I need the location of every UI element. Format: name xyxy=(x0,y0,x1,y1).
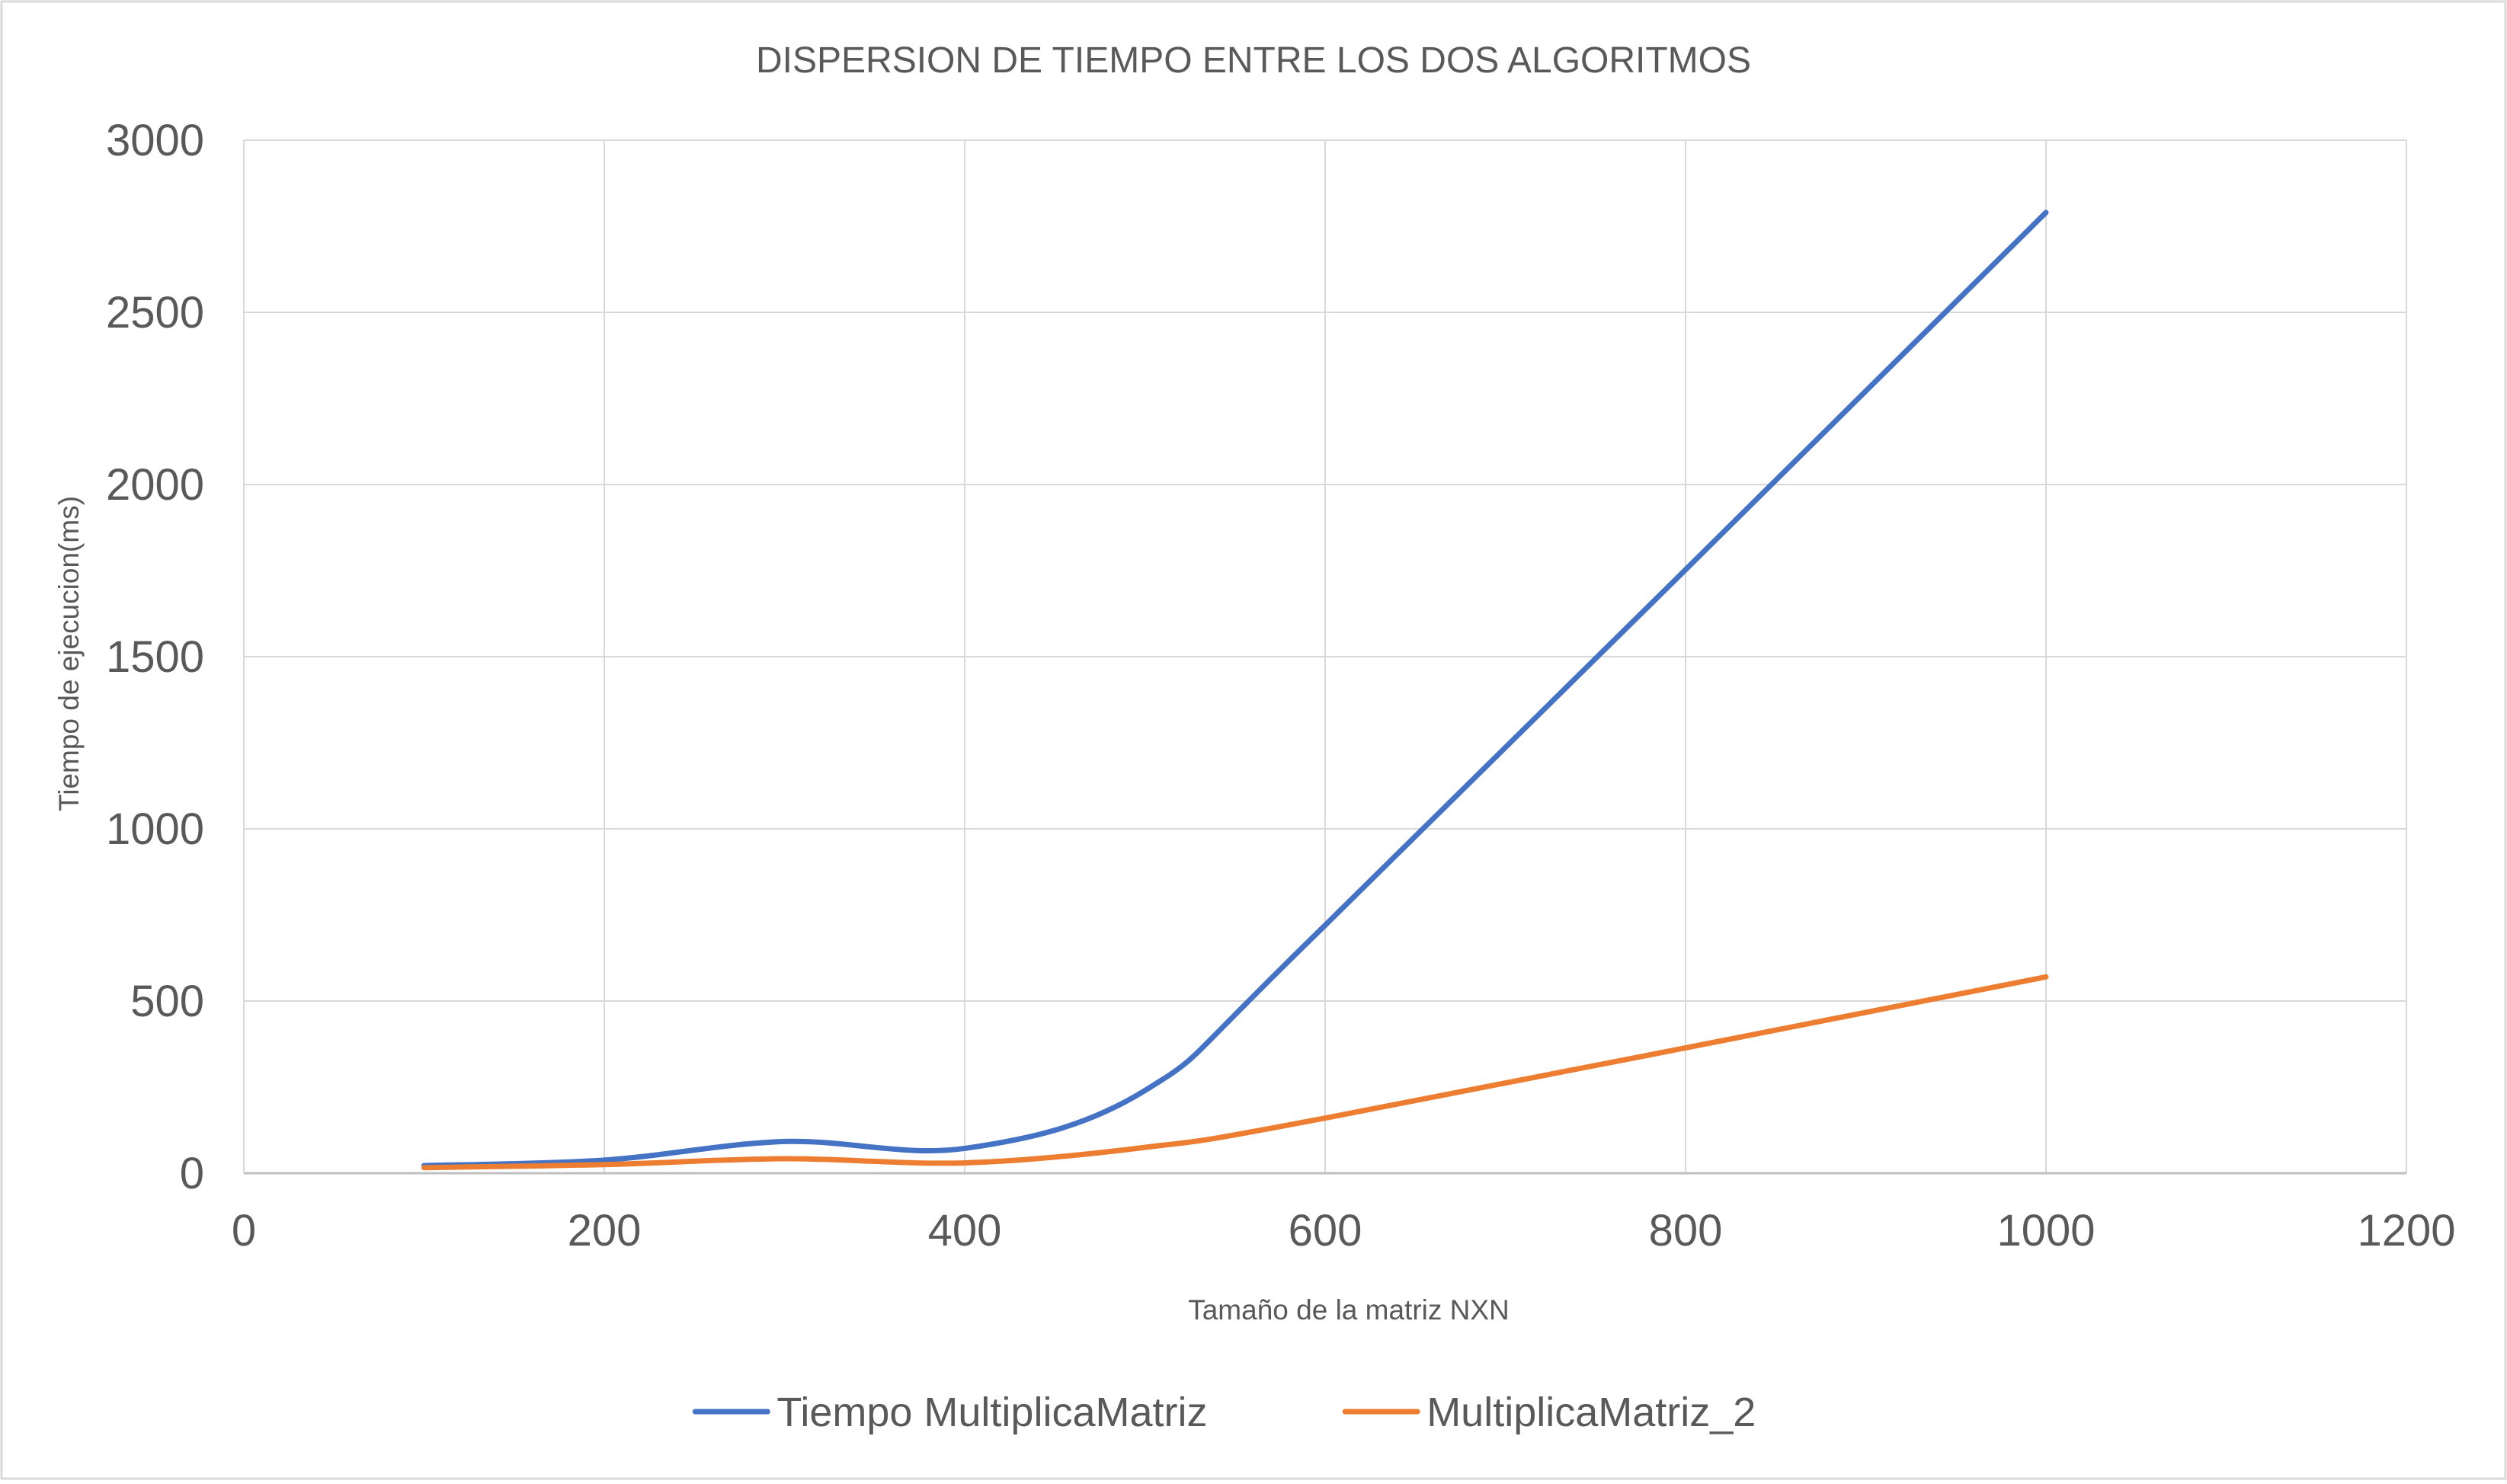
x-tick-label: 1000 xyxy=(1996,1206,2095,1255)
legend-label-2: MultiplicaMatriz_2 xyxy=(1426,1390,1756,1435)
y-tick-label: 500 xyxy=(130,977,204,1026)
series-lines xyxy=(421,209,2049,1171)
gridlines xyxy=(244,139,2407,1173)
series-line-2 xyxy=(421,974,2049,1171)
x-tick-label: 800 xyxy=(1649,1206,1723,1255)
y-tick-label: 1500 xyxy=(106,632,204,682)
x-tick-label: 200 xyxy=(568,1206,642,1255)
tick-labels: 0 200 400 600 800 1000 1200 0 500 1000 1500 2000 250… xyxy=(106,116,2456,1255)
chart-title: DISPERSION DE TIEMPO ENTRE LOS DOS ALGOR… xyxy=(756,40,1751,81)
y-tick-label: 3000 xyxy=(106,116,204,165)
axes xyxy=(243,140,2406,1175)
y-tick-label: 1000 xyxy=(106,804,204,854)
x-tick-label: 600 xyxy=(1289,1206,1362,1255)
x-axis-label: Tamaño de la matriz NXN xyxy=(1188,1294,1510,1326)
y-tick-label: 0 xyxy=(180,1149,204,1198)
series-line-1 xyxy=(421,209,2049,1169)
x-tick-label: 1200 xyxy=(2357,1206,2455,1255)
y-tick-label: 2500 xyxy=(106,288,204,337)
x-tick-label: 400 xyxy=(928,1206,1002,1255)
legend-label-1: Tiempo MultiplicaMatriz xyxy=(776,1390,1207,1435)
legend: Tiempo MultiplicaMatriz MultiplicaMatriz_… xyxy=(692,1390,1756,1435)
y-axis-label: Tiempo de ejecucion(ms) xyxy=(53,496,85,811)
y-tick-label: 2000 xyxy=(106,460,204,510)
x-tick-label: 0 xyxy=(232,1206,256,1255)
